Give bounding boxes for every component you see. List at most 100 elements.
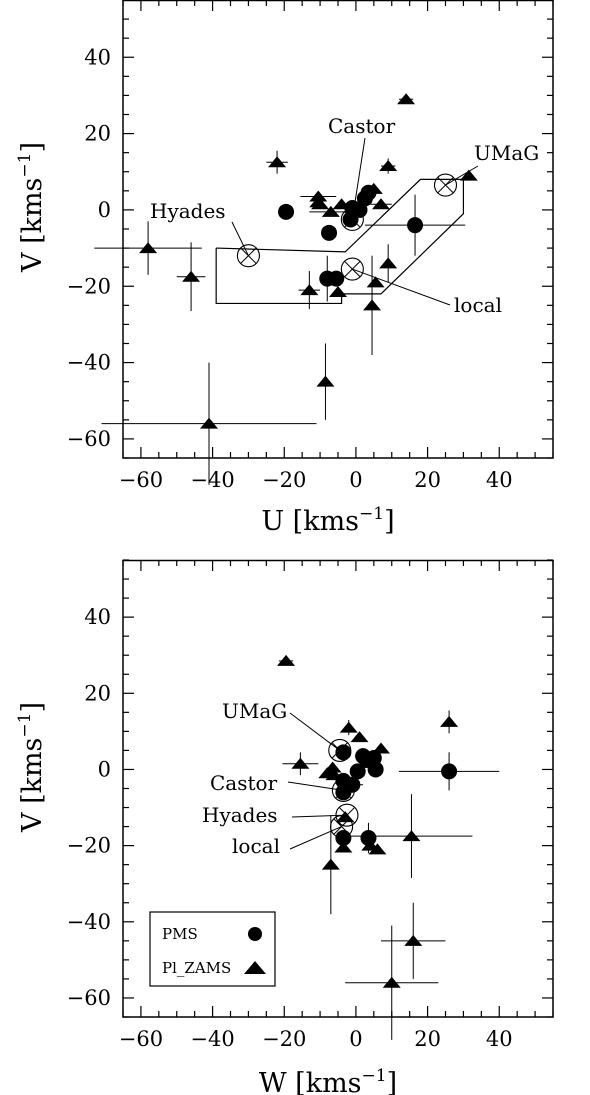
plot-frame — [122, 0, 554, 459]
annotation-leader — [231, 221, 249, 256]
pms-point — [441, 763, 458, 780]
x-tick-label: −40 — [190, 1027, 234, 1051]
y-tick-label: −40 — [67, 910, 111, 934]
annotation-leader — [445, 165, 479, 186]
pl-zams-point — [300, 284, 319, 296]
pms-point — [367, 761, 384, 778]
panel-wv: −60 −40 −20 0 20 40 −60 −40 −20 0 20 40 W [kms−1] V [… — [15, 559, 554, 1095]
y-tick-label: 0 — [98, 757, 111, 781]
annotation-umag: UMaG — [222, 699, 287, 723]
y-axis-title: V [kms−1] — [15, 142, 48, 273]
pl-zams-point — [339, 721, 358, 733]
legend-label: PMS — [162, 925, 198, 943]
pl-zams-point — [397, 93, 416, 105]
pl-zams-point — [372, 198, 390, 210]
pl-zams-point — [379, 160, 398, 172]
y-tick-label: 40 — [84, 45, 111, 69]
pl-zams-point — [366, 276, 385, 288]
pl-zams-point — [459, 169, 478, 181]
annotation-local: local — [454, 293, 502, 317]
group-marker-local — [330, 815, 354, 839]
group-marker-umag — [433, 173, 458, 197]
pms-point — [360, 830, 377, 847]
group-marker-hyades — [236, 244, 260, 268]
pms-point — [278, 203, 295, 220]
pl-zams-point — [321, 858, 340, 870]
y-tick-label: −20 — [67, 274, 111, 298]
x-tick-label: −60 — [119, 1027, 163, 1051]
annotation-leader — [352, 268, 451, 306]
pms-point — [407, 217, 424, 234]
pl-zams-point — [372, 742, 390, 754]
pl-zams-point — [368, 843, 387, 855]
pl-zams-point — [291, 757, 310, 769]
x-tick-label: 0 — [349, 1027, 362, 1051]
group-marker-local — [340, 257, 364, 281]
pl-zams-point — [325, 769, 344, 781]
x-tick-label: −20 — [262, 1027, 306, 1051]
pl-zams-point — [182, 270, 201, 282]
pl-zams-point — [200, 417, 218, 429]
pl-zams-point — [402, 830, 421, 842]
pl-zams-point — [139, 242, 158, 254]
y-tick-label: 20 — [84, 122, 111, 146]
pl-zams-point — [334, 841, 353, 853]
pms-point — [349, 763, 366, 780]
annotation-hyades: Hyades — [150, 199, 226, 223]
pms-point — [335, 830, 352, 847]
x-tick-label: 0 — [349, 468, 362, 492]
y-tick-label: 0 — [98, 198, 111, 222]
annotation-leader — [291, 814, 347, 818]
group-cross — [344, 260, 361, 278]
pl-zams-point — [311, 198, 330, 210]
annotation-local: local — [232, 834, 280, 858]
y-tick-label: −40 — [67, 351, 111, 375]
x-tick-label: −40 — [190, 468, 234, 492]
annotation-leader — [351, 137, 366, 220]
annotation-hyades: Hyades — [202, 803, 278, 827]
annotation-leader — [289, 712, 341, 751]
legend-marker-triangle — [244, 961, 266, 974]
x-tick-label: −20 — [262, 468, 306, 492]
annotation-umag: UMaG — [474, 141, 539, 165]
x-axis-title: W [kms−1] — [259, 1066, 397, 1095]
annotation-leader — [287, 781, 344, 791]
x-tick-label: −60 — [119, 468, 163, 492]
pl-zams-point — [321, 205, 340, 217]
annotation-castor: Castor — [210, 771, 278, 795]
pl-zams-point — [329, 285, 347, 297]
x-tick-label: 40 — [486, 468, 513, 492]
y-tick-label: 20 — [84, 681, 111, 705]
y-axis-title: V [kms−1] — [15, 702, 48, 833]
group-marker-castor — [331, 778, 355, 802]
region-outline — [215, 178, 465, 305]
pl-zams-point — [440, 715, 459, 727]
y-tick-label: −20 — [67, 834, 111, 858]
pl-zams-point — [309, 190, 328, 202]
x-tick-label: 20 — [414, 1027, 441, 1051]
y-tick-label: −60 — [67, 986, 111, 1010]
legend-marker-circle — [248, 927, 262, 941]
pl-zams-point — [277, 654, 296, 666]
pms-point — [321, 224, 338, 241]
group-marker-castor — [340, 207, 364, 232]
group-cross — [344, 211, 361, 228]
y-tick-label: 40 — [84, 605, 111, 629]
x-axis-title: U [kms−1] — [261, 504, 394, 537]
pms-point — [328, 270, 345, 287]
pl-zams-point — [382, 976, 401, 988]
group-marker-umag — [328, 738, 352, 762]
y-tick-label: −60 — [67, 427, 111, 451]
pl-zams-point — [363, 299, 382, 311]
pl-zams-point — [364, 182, 383, 194]
x-tick-label: 20 — [414, 468, 441, 492]
pl-zams-point — [332, 198, 351, 210]
pl-zams-point — [316, 375, 335, 387]
pl-zams-point — [350, 731, 369, 743]
pl-zams-point — [379, 257, 398, 269]
x-tick-label: 40 — [486, 1027, 513, 1051]
pl-zams-point — [268, 156, 287, 168]
panel-uv: −60 −40 −20 0 20 40 −60 −40 −20 0 20 40 U [kms−1] V [… — [15, 0, 554, 537]
annotation-leader — [289, 826, 342, 850]
